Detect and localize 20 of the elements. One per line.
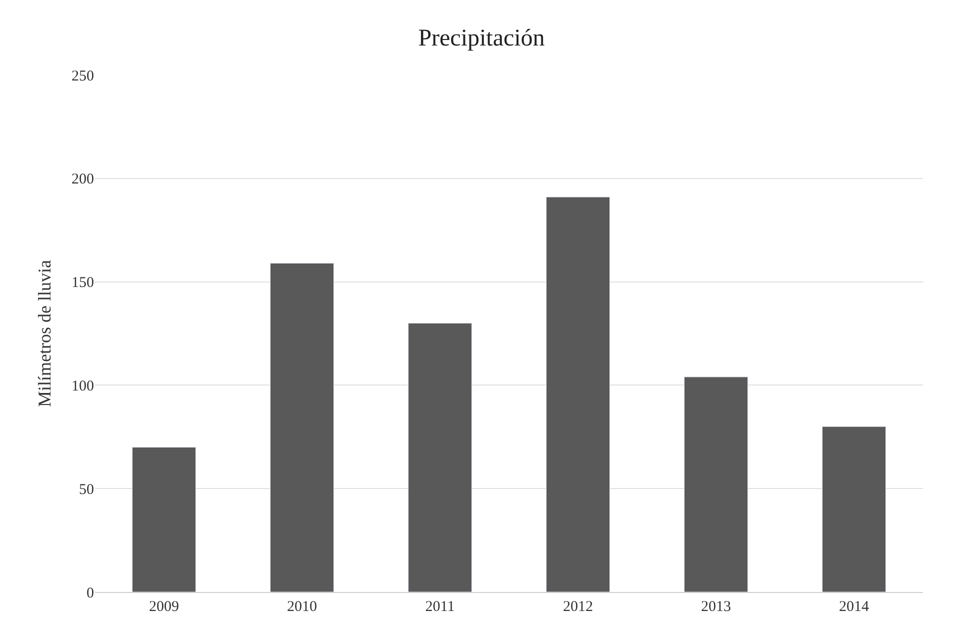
y-tick-label: 150: [72, 275, 94, 292]
x-tick-label: 2012: [563, 599, 593, 615]
x-tick-label: 2010: [287, 599, 317, 615]
y-axis-title: Milímetros de lluvia: [34, 260, 55, 407]
bar: [684, 376, 748, 592]
y-tick-label: 100: [72, 378, 94, 394]
bar: [408, 322, 472, 592]
chart-title: Precipitación: [418, 25, 545, 52]
bar: [270, 262, 334, 592]
x-tick-label: 2013: [701, 599, 731, 615]
x-tick-label: 2011: [425, 599, 455, 615]
bar: [822, 426, 886, 592]
y-tick-label: 50: [79, 482, 94, 498]
x-tick-label: 2009: [149, 599, 179, 615]
bar: [132, 446, 196, 592]
y-tick-label: 0: [86, 585, 94, 602]
bar: [546, 196, 610, 592]
y-tick-label: 200: [72, 172, 94, 188]
x-tick-label: 2014: [839, 599, 870, 615]
y-tick-label: 250: [72, 68, 94, 84]
